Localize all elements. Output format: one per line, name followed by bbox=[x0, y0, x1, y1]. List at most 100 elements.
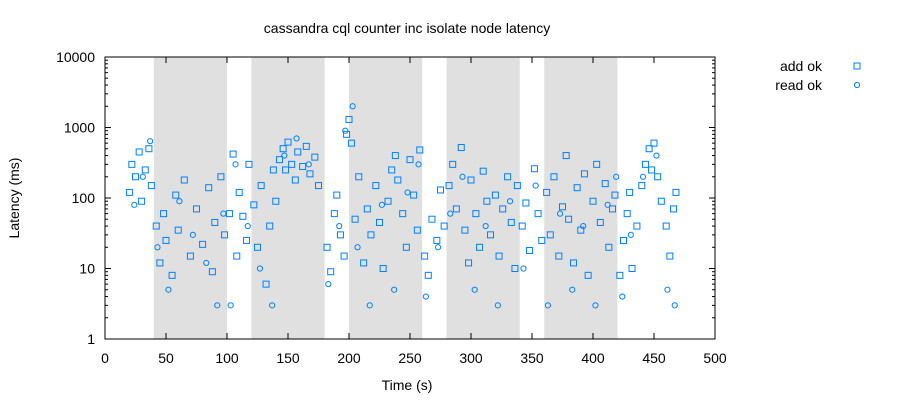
read-ok-point bbox=[532, 182, 539, 189]
read-ok-point bbox=[494, 302, 501, 309]
x-tick-label: 50 bbox=[158, 350, 174, 366]
add-ok-point bbox=[461, 226, 469, 234]
add-ok-point bbox=[345, 115, 353, 123]
add-ok-point bbox=[465, 259, 473, 267]
add-ok-point bbox=[186, 252, 194, 260]
add-ok-point bbox=[555, 252, 563, 260]
add-ok-point bbox=[511, 265, 519, 272]
add-ok-point bbox=[440, 222, 448, 230]
add-ok-point bbox=[421, 252, 429, 260]
add-ok-point bbox=[483, 197, 491, 205]
add-ok-point bbox=[211, 218, 219, 226]
read-ok-point bbox=[580, 222, 587, 230]
add-ok-point bbox=[239, 212, 247, 220]
add-ok-point bbox=[254, 243, 261, 251]
add-ok-point bbox=[491, 191, 499, 199]
add-ok-point bbox=[670, 205, 678, 213]
read-ok-point bbox=[556, 210, 564, 217]
read-ok-point bbox=[422, 293, 429, 300]
add-ok-point bbox=[225, 210, 233, 218]
add-ok-point bbox=[601, 180, 609, 188]
read-ok-point bbox=[305, 161, 312, 168]
shaded-interval bbox=[251, 57, 325, 339]
read-ok-point bbox=[154, 244, 161, 251]
add-ok-point bbox=[479, 167, 487, 175]
y-tick-label: 10000 bbox=[56, 49, 95, 65]
x-tick-label: 450 bbox=[642, 350, 666, 366]
add-ok-point bbox=[221, 231, 229, 239]
add-ok-point bbox=[208, 268, 216, 276]
chart-title: cassandra cql counter inc isolate node l… bbox=[264, 20, 550, 36]
add-ok-point bbox=[507, 218, 515, 226]
x-tick-label: 250 bbox=[398, 350, 422, 366]
add-ok-point bbox=[457, 144, 465, 152]
add-ok-point bbox=[302, 142, 310, 150]
add-ok-point bbox=[565, 215, 573, 223]
read-ok-point bbox=[434, 244, 442, 251]
legend-label: add ok bbox=[780, 58, 823, 74]
add-ok-point bbox=[672, 188, 680, 196]
add-ok-point bbox=[355, 173, 363, 181]
read-ok-point bbox=[354, 244, 361, 251]
read-ok-point bbox=[506, 198, 514, 205]
add-ok-point bbox=[472, 210, 480, 218]
add-ok-point bbox=[623, 210, 631, 218]
add-ok-point bbox=[638, 182, 646, 190]
legend: add ok read ok bbox=[775, 58, 861, 93]
add-ok-point bbox=[172, 191, 180, 199]
read-ok-point bbox=[415, 161, 422, 168]
add-ok-point bbox=[413, 226, 421, 234]
add-ok-point bbox=[633, 222, 641, 230]
add-ok-point bbox=[138, 197, 146, 205]
add-ok-point bbox=[233, 252, 241, 260]
add-ok-point bbox=[406, 156, 414, 164]
add-ok-point bbox=[235, 188, 243, 196]
read-ok-point bbox=[220, 210, 227, 217]
read-ok-point bbox=[269, 302, 276, 309]
read-ok-point bbox=[147, 138, 154, 145]
add-ok-point bbox=[128, 160, 136, 168]
add-ok-point bbox=[376, 218, 383, 226]
add-ok-point bbox=[315, 182, 322, 190]
legend-label: read ok bbox=[775, 77, 823, 93]
read-ok-point bbox=[664, 286, 671, 293]
x-axis-label: Time (s) bbox=[382, 377, 433, 393]
read-ok-point bbox=[569, 286, 576, 293]
add-ok-point bbox=[262, 280, 270, 288]
add-ok-point bbox=[299, 162, 307, 170]
add-ok-point bbox=[394, 176, 402, 184]
add-ok-point bbox=[534, 210, 542, 218]
add-ok-point bbox=[336, 231, 344, 239]
x-tick-label: 150 bbox=[276, 350, 300, 366]
read-ok-point bbox=[281, 152, 288, 159]
add-ok-point bbox=[611, 191, 619, 199]
y-tick-label: 10 bbox=[79, 261, 95, 277]
read-ok-point bbox=[139, 173, 146, 180]
read-ok-point bbox=[336, 222, 343, 230]
read-ok-point bbox=[627, 231, 634, 238]
read-ok-point bbox=[165, 286, 172, 293]
read-ok-point bbox=[203, 259, 210, 267]
add-ok-point bbox=[193, 205, 200, 213]
read-ok-point bbox=[544, 302, 551, 309]
add-ok-point bbox=[266, 222, 274, 230]
add-ok-point bbox=[388, 166, 396, 174]
y-axis-label: Latency (ms) bbox=[6, 158, 22, 239]
x-tick-label: 400 bbox=[581, 350, 605, 366]
read-ok-point bbox=[349, 103, 356, 110]
add-ok-point bbox=[243, 236, 251, 244]
add-ok-point bbox=[135, 148, 143, 156]
legend-marker-circle bbox=[853, 81, 861, 89]
add-ok-point bbox=[550, 173, 558, 181]
add-ok-point bbox=[580, 170, 588, 178]
add-ok-point bbox=[269, 166, 277, 174]
add-ok-point bbox=[648, 166, 656, 174]
add-ok-point bbox=[662, 222, 670, 230]
add-ok-point bbox=[294, 148, 302, 156]
x-tick-label: 500 bbox=[703, 350, 727, 366]
read-ok-point bbox=[619, 293, 626, 300]
add-ok-point bbox=[616, 271, 624, 279]
add-ok-point bbox=[156, 259, 164, 267]
read-ok-point bbox=[639, 173, 647, 180]
